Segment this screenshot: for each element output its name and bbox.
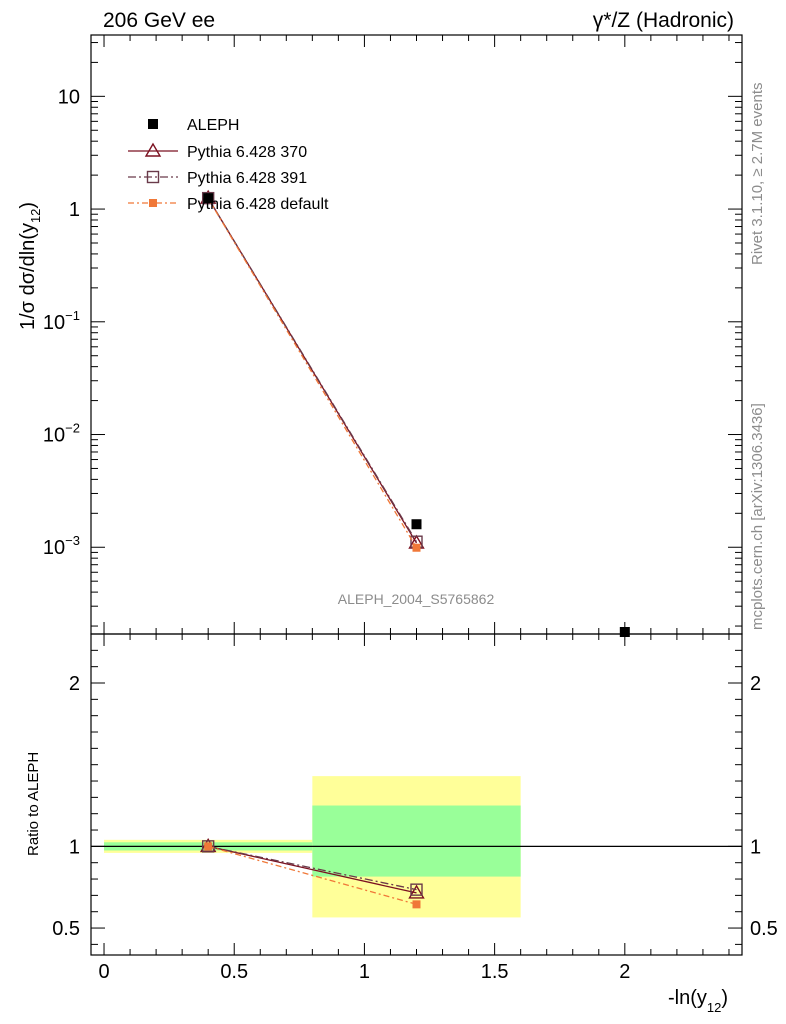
legend-marker-pdefault (149, 199, 157, 207)
x-label-subscript: 12 (707, 1000, 721, 1015)
main-y-tick-base: 10 (43, 537, 65, 559)
main-y-label-subscript: 12 (28, 209, 43, 223)
x-tick-label: 0 (98, 961, 109, 983)
legend-label-p370: Pythia 6.428 370 (187, 144, 307, 161)
analysis-watermark: ALEPH_2004_S5765862 (338, 591, 495, 607)
main-y-label-text: 1/σ dσ/dln(y (17, 223, 39, 330)
main-y-tick-label: 10−3 (43, 533, 80, 559)
ratio-series-marker-p391 (410, 883, 423, 896)
ratio-series-marker-p391 (201, 840, 215, 853)
ratio-band-inner-1 (312, 805, 521, 877)
main-series-line-p391 (207, 197, 418, 543)
main-data-point (619, 627, 630, 637)
main-y-axis-label: 1/σ dσ/dln(y12) (17, 202, 43, 330)
legend-marker-data (148, 119, 158, 129)
header-left-label: 206 GeV ee (103, 9, 215, 32)
ratio-y-tick-label-left: 2 (69, 673, 80, 695)
ratio-y-tick-label-left: 1 (69, 836, 80, 858)
ratio-y-tick-label-right: 2 (750, 673, 761, 695)
x-tick-label: 1.5 (481, 961, 509, 983)
ratio-series-marker-p370 (408, 884, 425, 899)
legend-label-p391: Pythia 6.428 391 (187, 170, 307, 187)
ratio-series-marker-pdefault (412, 900, 421, 909)
main-series-line-pdefault (207, 198, 418, 549)
main-y-tick-base: 10 (43, 312, 65, 334)
main-y-tick-label: 1 (69, 199, 80, 221)
x-axis-label: -ln(y12) (668, 987, 728, 1015)
main-y-label-close: ) (17, 202, 39, 209)
ratio-series-marker-pdefault (204, 842, 213, 851)
ratio-y-tick-label-right: 0.5 (750, 918, 778, 940)
main-y-tick-label: 10−1 (43, 308, 80, 334)
ratio-y-tick-label-left: 0.5 (52, 918, 80, 940)
ratio-series-line-pdefault (208, 845, 417, 905)
x-label-close: ) (721, 987, 728, 1009)
x-tick-label: 2 (619, 961, 630, 983)
header-right-label: γ*/Z (Hadronic) (593, 9, 734, 32)
x-label-text: -ln(y (668, 987, 707, 1009)
main-data-point (203, 193, 214, 204)
main-y-tick-label: 10 (58, 86, 80, 108)
x-tick-label: 0.5 (220, 961, 248, 983)
main-y-tick-base: 10 (43, 425, 65, 447)
legend-label-data: ALEPH (187, 117, 239, 134)
main-y-tick-exponent: −1 (65, 308, 80, 323)
main-y-tick-label: 10−2 (43, 421, 80, 447)
x-tick-label: 1 (359, 961, 370, 983)
legend-label-pdefault: Pythia 6.428 default (187, 196, 329, 213)
main-series-marker-pdefault (412, 543, 421, 552)
main-y-tick-exponent: −2 (65, 421, 80, 436)
legend-marker-p370 (144, 142, 162, 157)
mcplots-label: mcplots.cern.ch [arXiv:1306.3436] (749, 403, 766, 630)
rivet-version-label: Rivet 3.1.10, ≥ 2.7M events (749, 83, 766, 266)
ratio-panel: 2 2 1 1 0.5 0.5 0 0.5 1 1.5 2 Ratio to ALEPH -ln(y… (25, 633, 778, 1015)
ratio-plot-area: 2 2 1 1 0.5 0.5 0 0.5 1 1.5 2 (52, 633, 778, 983)
main-data-point (411, 519, 422, 530)
legend-marker-p391 (146, 170, 160, 184)
ratio-series-line-p391 (208, 845, 417, 891)
legend: ALEPH Pythia 6.428 370 Pythia 6.428 391 Pyt… (128, 117, 329, 213)
main-series-marker-p391 (201, 191, 215, 205)
main-y-tick-exponent: −3 (65, 533, 80, 548)
ratio-y-axis-label: Ratio to ALEPH (25, 752, 42, 856)
ratio-y-tick-label-right: 1 (750, 836, 761, 858)
